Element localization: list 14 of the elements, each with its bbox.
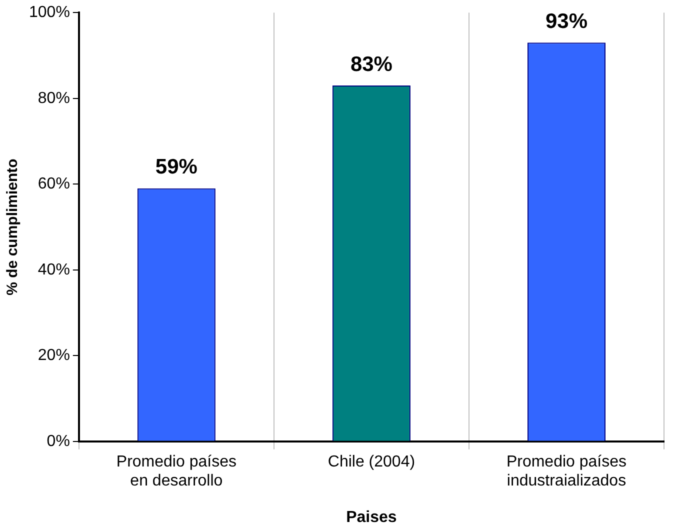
y-tick-label: 100% [29,4,70,22]
y-axis-title: % de cumplimiento [4,158,22,296]
x-tick-label: Chile (2004) [328,453,416,470]
y-tick-label: 80% [38,90,70,107]
y-tick-label: 20% [38,347,70,364]
x-axis-title: Paises [346,508,397,526]
x-tick-label: Promedio países en desarrollo [116,453,236,490]
y-tick-label: 0% [46,432,70,450]
data-label: 83% [350,52,393,76]
data-label: 59% [155,156,198,179]
data-label: 93% [545,10,588,33]
y-tick-label: 40% [38,261,70,278]
y-tick-label: 60% [38,176,70,193]
x-tick-label: Promedio países industraializados [506,453,627,490]
